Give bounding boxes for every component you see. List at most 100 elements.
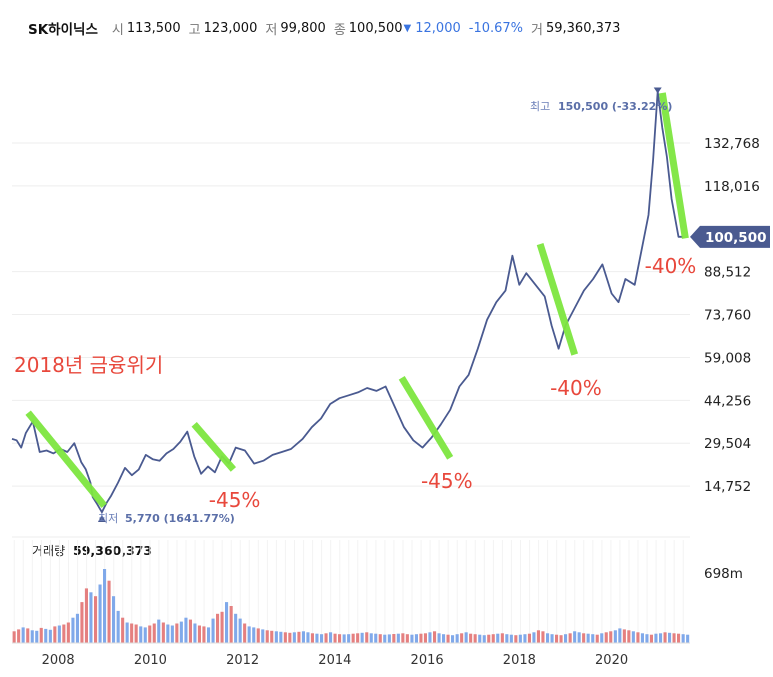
volume-bar bbox=[663, 632, 667, 643]
volume-bar bbox=[631, 631, 635, 643]
y-tick-label: 88,512 bbox=[704, 265, 751, 281]
drawdown-annotation: -45% bbox=[209, 488, 261, 512]
volume-bar bbox=[301, 631, 305, 643]
volume-bar bbox=[116, 610, 120, 643]
volume-bar bbox=[654, 633, 658, 643]
volume-bar bbox=[347, 634, 351, 643]
y-tick-label: 29,504 bbox=[704, 436, 751, 452]
volume-bar bbox=[333, 633, 337, 643]
volume-bar bbox=[392, 634, 396, 643]
volume-bar bbox=[640, 633, 644, 643]
volume-bar bbox=[179, 621, 183, 643]
volume-bar bbox=[532, 632, 536, 643]
volume-bar bbox=[487, 634, 491, 643]
volume-bar bbox=[310, 633, 314, 643]
volume-value: 59,360,373 bbox=[545, 20, 621, 36]
drawdown-annotation: -40% bbox=[550, 376, 602, 400]
crisis-annotation: 2018년 금융위기 bbox=[14, 353, 163, 377]
drawdown-highlight bbox=[25, 410, 107, 508]
high-price: 123,000 bbox=[203, 20, 258, 36]
low-label: 저 bbox=[265, 22, 278, 38]
volume-bar bbox=[157, 619, 161, 643]
drawdown-annotation: -45% bbox=[421, 469, 473, 493]
volume-bar bbox=[202, 626, 206, 643]
close-label: 종 bbox=[333, 22, 346, 38]
x-tick-label: 2010 bbox=[134, 653, 167, 668]
volume-bar bbox=[649, 634, 653, 643]
volume-bar bbox=[473, 634, 477, 643]
price-gridlines bbox=[12, 142, 690, 487]
volume-bar bbox=[509, 634, 513, 643]
down-arrow-icon: ▼ bbox=[403, 22, 412, 34]
volume-bar bbox=[315, 633, 319, 643]
volume-bar bbox=[143, 627, 147, 643]
volume-bar bbox=[505, 634, 509, 643]
volume-bar bbox=[324, 633, 328, 643]
volume-bar bbox=[455, 634, 459, 643]
volume-bar bbox=[48, 629, 52, 643]
annotations: 2018년 금융위기 -45% -45% -40% -40% bbox=[14, 254, 696, 512]
volume-bar bbox=[26, 628, 30, 643]
volume-bar bbox=[12, 631, 16, 643]
volume-bar bbox=[383, 634, 387, 643]
x-axis: 2008 2010 2012 2014 2016 2018 2020 bbox=[42, 653, 629, 668]
volume-bar bbox=[627, 630, 631, 643]
volume-bar bbox=[500, 633, 504, 643]
y-tick-label: 44,256 bbox=[704, 393, 751, 409]
volume-title-value: 59,360,373 bbox=[73, 543, 152, 558]
volume-bar bbox=[446, 634, 450, 643]
volume-bar bbox=[451, 635, 455, 643]
volume-bar bbox=[329, 632, 333, 643]
volume-bar bbox=[184, 617, 188, 643]
drawdown-annotation: -40% bbox=[645, 254, 697, 278]
volume-bar bbox=[568, 633, 572, 643]
volume-bar bbox=[270, 630, 274, 643]
volume-bar bbox=[89, 592, 93, 643]
volume-bar bbox=[442, 634, 446, 643]
volume-bar bbox=[681, 634, 685, 643]
volume-bar bbox=[265, 630, 269, 643]
volume-bar bbox=[523, 634, 527, 643]
open-label: 시 bbox=[111, 22, 124, 38]
volume-bar bbox=[546, 633, 550, 643]
volume-bar bbox=[365, 632, 369, 643]
volume-bar bbox=[659, 633, 663, 643]
volume-bar bbox=[103, 569, 107, 643]
volume-bar bbox=[130, 623, 134, 643]
volume-bar bbox=[288, 632, 292, 643]
volume-bar bbox=[57, 625, 61, 643]
volume-bar bbox=[428, 632, 432, 643]
volume-bar bbox=[423, 633, 427, 643]
volume-bar bbox=[243, 623, 247, 643]
min-label: 최저 bbox=[98, 512, 118, 525]
min-marker-icon bbox=[97, 515, 106, 522]
volume-bar bbox=[559, 635, 563, 643]
volume-bar bbox=[193, 623, 197, 643]
volume-bar bbox=[536, 630, 540, 643]
volume-bar bbox=[139, 626, 143, 643]
volume-bar bbox=[21, 627, 25, 643]
volume-bar bbox=[550, 634, 554, 643]
volume-bar bbox=[636, 632, 640, 643]
volume-bar bbox=[496, 633, 500, 643]
volume-bar bbox=[460, 633, 464, 643]
max-marker-icon bbox=[653, 87, 662, 94]
y-tick-label: 59,008 bbox=[704, 350, 751, 366]
volume-bar bbox=[112, 596, 116, 643]
drawdown-highlight bbox=[658, 92, 689, 239]
volume-bar bbox=[306, 632, 310, 643]
last-price-tag bbox=[690, 225, 770, 248]
volume-bar bbox=[464, 632, 468, 643]
volume-bar bbox=[356, 633, 360, 643]
volume-bar bbox=[604, 632, 608, 643]
volume-bar bbox=[216, 613, 220, 643]
volume-bar bbox=[66, 622, 70, 643]
volume-bar bbox=[527, 633, 531, 643]
volume-bar bbox=[410, 634, 414, 643]
volume-bar bbox=[279, 631, 283, 643]
volume-bar bbox=[292, 632, 296, 643]
volume-bar bbox=[591, 634, 595, 643]
volume-bar bbox=[677, 633, 681, 643]
volume-bar bbox=[134, 624, 138, 643]
